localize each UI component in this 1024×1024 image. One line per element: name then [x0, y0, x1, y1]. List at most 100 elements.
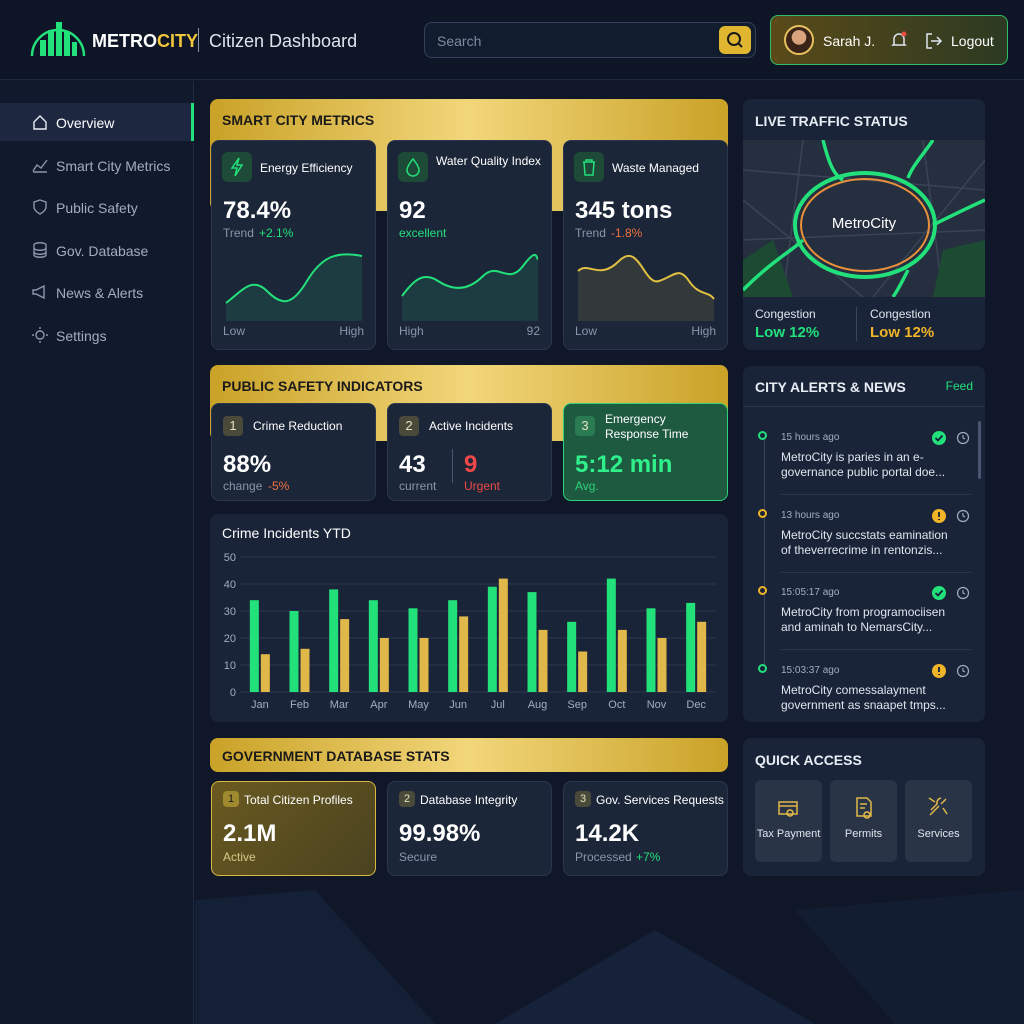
traffic-stat-value: Low 12%	[755, 324, 820, 341]
logo-text: METROCITY	[92, 31, 198, 52]
sparkline-line	[577, 254, 715, 300]
safety-sub: Avg.	[575, 479, 599, 493]
nav-item[interactable]: News & Alerts	[0, 273, 194, 311]
logout-label[interactable]: Logout	[951, 33, 994, 49]
traffic-stat-label: Congestion	[755, 307, 816, 321]
gov-title: GOVERNMENT DATABASE STATS	[222, 748, 450, 764]
nav-label: Settings	[56, 328, 107, 344]
nav-item[interactable]: Public Safety	[0, 188, 194, 226]
x-tick-label: Jan	[251, 699, 269, 711]
badge-glyph	[934, 434, 944, 442]
alerts-panel: CITY ALERTS & NEWS Feed 15 hours ago MetroC…	[743, 366, 985, 722]
delta: +7%	[636, 850, 661, 864]
metric-sub: Trend	[575, 226, 606, 240]
bar	[657, 638, 667, 692]
header: METROCITY Citizen Dashboard Search Sarah…	[0, 0, 1024, 80]
gov-sub: Active	[223, 850, 256, 864]
x-tick-label: May	[408, 699, 429, 711]
card-number: 3	[575, 416, 595, 436]
traffic-stat-label: Congestion	[870, 307, 931, 321]
metric-value: 345 tons	[575, 197, 673, 224]
nav-item[interactable]: Overview	[0, 103, 194, 141]
alerts-title: CITY ALERTS & NEWS	[755, 379, 906, 395]
x-tick-label: Jun	[449, 699, 467, 711]
bar	[408, 608, 418, 692]
bar	[419, 638, 429, 692]
metric-label: Water Quality Index	[436, 154, 541, 168]
nav-label: Overview	[56, 115, 115, 131]
quick-icon	[778, 801, 798, 817]
quick-button[interactable]: Services	[905, 780, 972, 862]
alert-text: MetroCity succstats eamination of thever…	[781, 527, 948, 557]
y-tick-label: 10	[224, 660, 236, 672]
safety-label: Active Incidents	[429, 419, 514, 433]
traffic-road	[821, 140, 844, 182]
bar	[487, 586, 497, 692]
x-tick-label: Oct	[608, 699, 625, 711]
x-tick-label: Feb	[290, 699, 309, 711]
divider	[198, 28, 199, 52]
gov-value: 99.98%	[399, 820, 481, 847]
x-tick-label: Aug	[528, 699, 548, 711]
card-number: 2	[399, 791, 415, 807]
quick-label: Tax Payment	[756, 828, 821, 840]
alerts-feed[interactable]: Feed	[945, 379, 973, 393]
bar	[527, 592, 537, 692]
traffic-road	[743, 238, 805, 292]
quick-panel: QUICK ACCESS Tax Payment Permits Services	[743, 738, 985, 876]
nav-item[interactable]: Settings	[0, 316, 194, 354]
bar	[379, 638, 389, 692]
nav-item[interactable]: Smart City Metrics	[0, 146, 194, 184]
card-number: 3	[575, 791, 591, 807]
nav-icon-shape	[32, 327, 48, 343]
timeline-dot	[758, 431, 767, 440]
quick-icon-shape	[928, 797, 948, 816]
quick-icon	[928, 797, 948, 816]
y-tick-label: 0	[230, 687, 236, 699]
map-park	[933, 240, 985, 297]
quick-button[interactable]: Permits	[830, 780, 897, 862]
gov-sub: Secure	[399, 850, 438, 864]
quick-label: Services	[917, 828, 960, 840]
gov-value: 14.2K	[575, 820, 640, 847]
search-box[interactable]: Search	[424, 22, 756, 58]
safety-label: Emergency Response Time	[605, 412, 689, 441]
sparkline	[225, 253, 363, 321]
safety-sub: change	[223, 479, 263, 493]
gov-card: 1 Total Citizen Profiles 2.1M Active	[211, 781, 376, 876]
metric-card: Energy Efficiency 78.4% Trend +2.1% Low High	[211, 140, 376, 350]
alert-separator	[781, 649, 971, 650]
x-tick-label: Dec	[686, 699, 706, 711]
gov-header	[210, 738, 728, 772]
nav-icon	[33, 115, 47, 130]
bell-icon[interactable]	[889, 30, 909, 50]
search-button[interactable]	[719, 26, 751, 54]
urgent-value: 9	[464, 451, 478, 478]
scale-high: High	[691, 324, 716, 338]
avatar[interactable]	[784, 25, 814, 55]
bar	[697, 621, 707, 692]
nav-label: News & Alerts	[56, 285, 144, 302]
sparkline	[401, 253, 539, 321]
metric-value: 78.4%	[223, 197, 292, 224]
metric-icon-shape	[406, 157, 420, 177]
bar	[260, 654, 270, 692]
nav-icon	[32, 159, 48, 173]
info-icon-hand	[962, 590, 966, 595]
card-number: 1	[223, 416, 243, 436]
delta: -1.8%	[611, 226, 643, 240]
alert-text: MetroCity from programociisen and aminah…	[781, 605, 946, 634]
logout-icon[interactable]	[924, 31, 944, 51]
quick-icon-shape	[856, 797, 872, 819]
alert-text: MetroCity comessalayment government as s…	[781, 682, 946, 712]
quick-button[interactable]: Tax Payment	[755, 780, 822, 862]
metric-icon-shape	[230, 157, 244, 177]
delta: +2.1%	[259, 226, 294, 240]
scale-high: 92	[526, 324, 540, 338]
search-placeholder: Search	[437, 33, 482, 49]
safety-card: 2 Active Incidents 43 current 9 Urgent	[387, 403, 552, 501]
nav-item[interactable]: Gov. Database	[0, 231, 194, 269]
nav-label: Smart City Metrics	[56, 157, 171, 174]
info-icon-hand	[962, 512, 966, 517]
